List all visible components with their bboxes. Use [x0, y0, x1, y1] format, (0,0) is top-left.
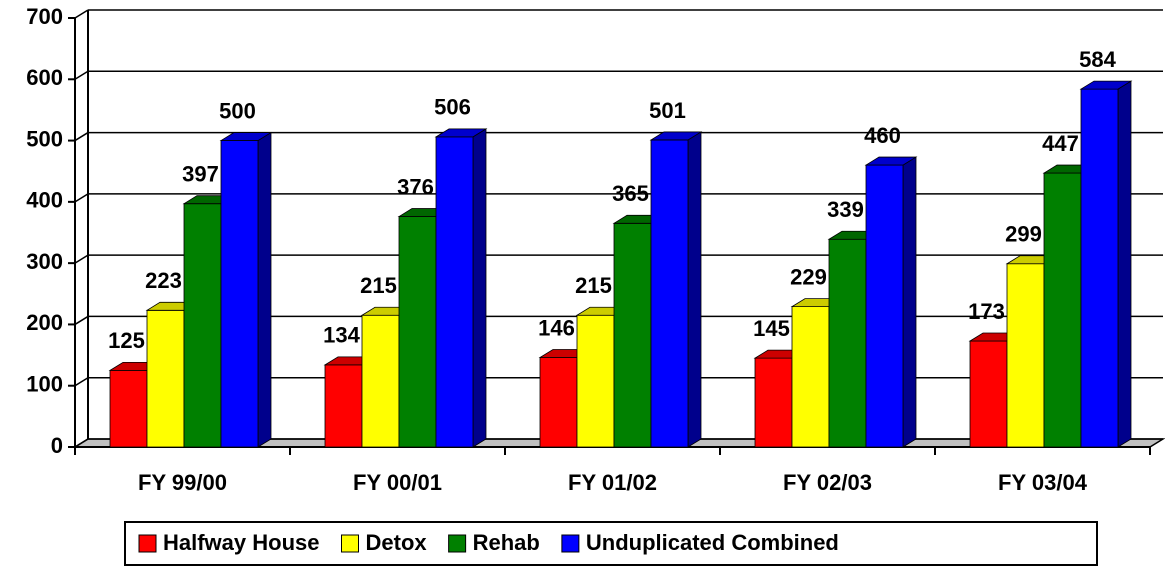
- grid-line-side: [74, 9, 89, 19]
- bar-front: [1006, 263, 1045, 448]
- bar-front: [1043, 172, 1082, 448]
- y-tick-label: 300: [26, 249, 63, 274]
- x-tick-label: FY 02/03: [783, 470, 872, 495]
- bar-front: [650, 139, 689, 448]
- x-tick-label: FY 01/02: [568, 470, 657, 495]
- bar-top: [434, 128, 488, 138]
- bar-front: [324, 364, 363, 448]
- bar: [1079, 80, 1133, 448]
- data-label: 506: [434, 95, 471, 120]
- legend-swatch: [448, 534, 467, 553]
- legend-swatch: [138, 534, 157, 553]
- x-tick-label: FY 99/00: [138, 470, 227, 495]
- bar-front: [613, 222, 652, 448]
- bar: [864, 156, 918, 448]
- data-label: 173: [968, 299, 1005, 324]
- bar-top: [1079, 80, 1133, 90]
- y-tick-label: 200: [26, 310, 63, 335]
- y-tick-label: 500: [26, 126, 63, 151]
- data-label: 365: [612, 181, 649, 206]
- bar: [434, 128, 488, 448]
- bar-front: [865, 164, 904, 448]
- data-label: 145: [753, 316, 790, 341]
- data-label: 376: [397, 174, 434, 199]
- bar-front: [828, 238, 867, 448]
- bar-side: [687, 131, 702, 448]
- bar-front: [146, 309, 185, 448]
- data-label: 397: [182, 162, 219, 187]
- data-label: 223: [145, 268, 182, 293]
- bar-front: [398, 216, 437, 448]
- data-label: 134: [323, 323, 360, 348]
- data-label: 501: [649, 98, 686, 123]
- x-tick-label: FY 03/04: [998, 470, 1088, 495]
- y-tick-label: 700: [26, 4, 63, 29]
- bar: [649, 131, 703, 448]
- grid-line-side: [74, 315, 89, 326]
- data-label: 339: [827, 197, 864, 222]
- data-label: 299: [1005, 222, 1042, 247]
- legend-box: [124, 521, 1098, 566]
- legend-label: Halfway House: [163, 530, 320, 555]
- legend-label: Unduplicated Combined: [586, 530, 839, 555]
- grid-line-side: [74, 254, 89, 264]
- legend-swatch: [561, 534, 580, 553]
- grid-line-side: [74, 70, 89, 80]
- data-label: 447: [1042, 131, 1079, 156]
- grid-line-side: [74, 377, 89, 387]
- data-label: 584: [1079, 47, 1116, 72]
- bar: [219, 131, 273, 448]
- bar-top: [864, 156, 918, 166]
- legend-label: Detox: [366, 530, 428, 555]
- bar-front: [576, 314, 615, 448]
- bar-side: [1117, 80, 1132, 448]
- grid-line-side: [74, 131, 89, 142]
- bar-front: [109, 369, 148, 448]
- bar-front: [361, 314, 400, 448]
- bar-front: [791, 306, 830, 448]
- grid-line-side: [74, 438, 89, 448]
- data-label: 146: [538, 315, 575, 340]
- bar-side: [902, 156, 917, 448]
- data-label: 125: [108, 328, 145, 353]
- data-label: 460: [864, 123, 901, 148]
- bar-front: [754, 357, 793, 448]
- y-tick-label: 400: [26, 188, 63, 213]
- x-tick-label: FY 00/01: [353, 470, 442, 495]
- bar-front: [435, 136, 474, 448]
- bar-front: [539, 357, 578, 448]
- grid-line-side: [74, 193, 89, 203]
- data-label: 229: [790, 264, 827, 289]
- bar-top: [649, 131, 703, 141]
- bar-front: [969, 340, 1008, 448]
- data-label: 500: [219, 98, 256, 123]
- legend-swatch: [341, 534, 359, 553]
- y-tick-label: 100: [26, 372, 63, 397]
- bar-side: [472, 128, 487, 448]
- data-label: 215: [575, 273, 612, 298]
- y-tick-label: 0: [51, 433, 63, 458]
- legend-label: Rehab: [473, 530, 540, 555]
- bar-front: [183, 203, 222, 448]
- bar-top: [219, 132, 273, 141]
- bar-side: [257, 131, 272, 448]
- bar-front: [1080, 88, 1119, 448]
- data-label: 215: [360, 273, 397, 298]
- bar-front: [220, 140, 259, 448]
- y-tick-label: 600: [26, 65, 63, 90]
